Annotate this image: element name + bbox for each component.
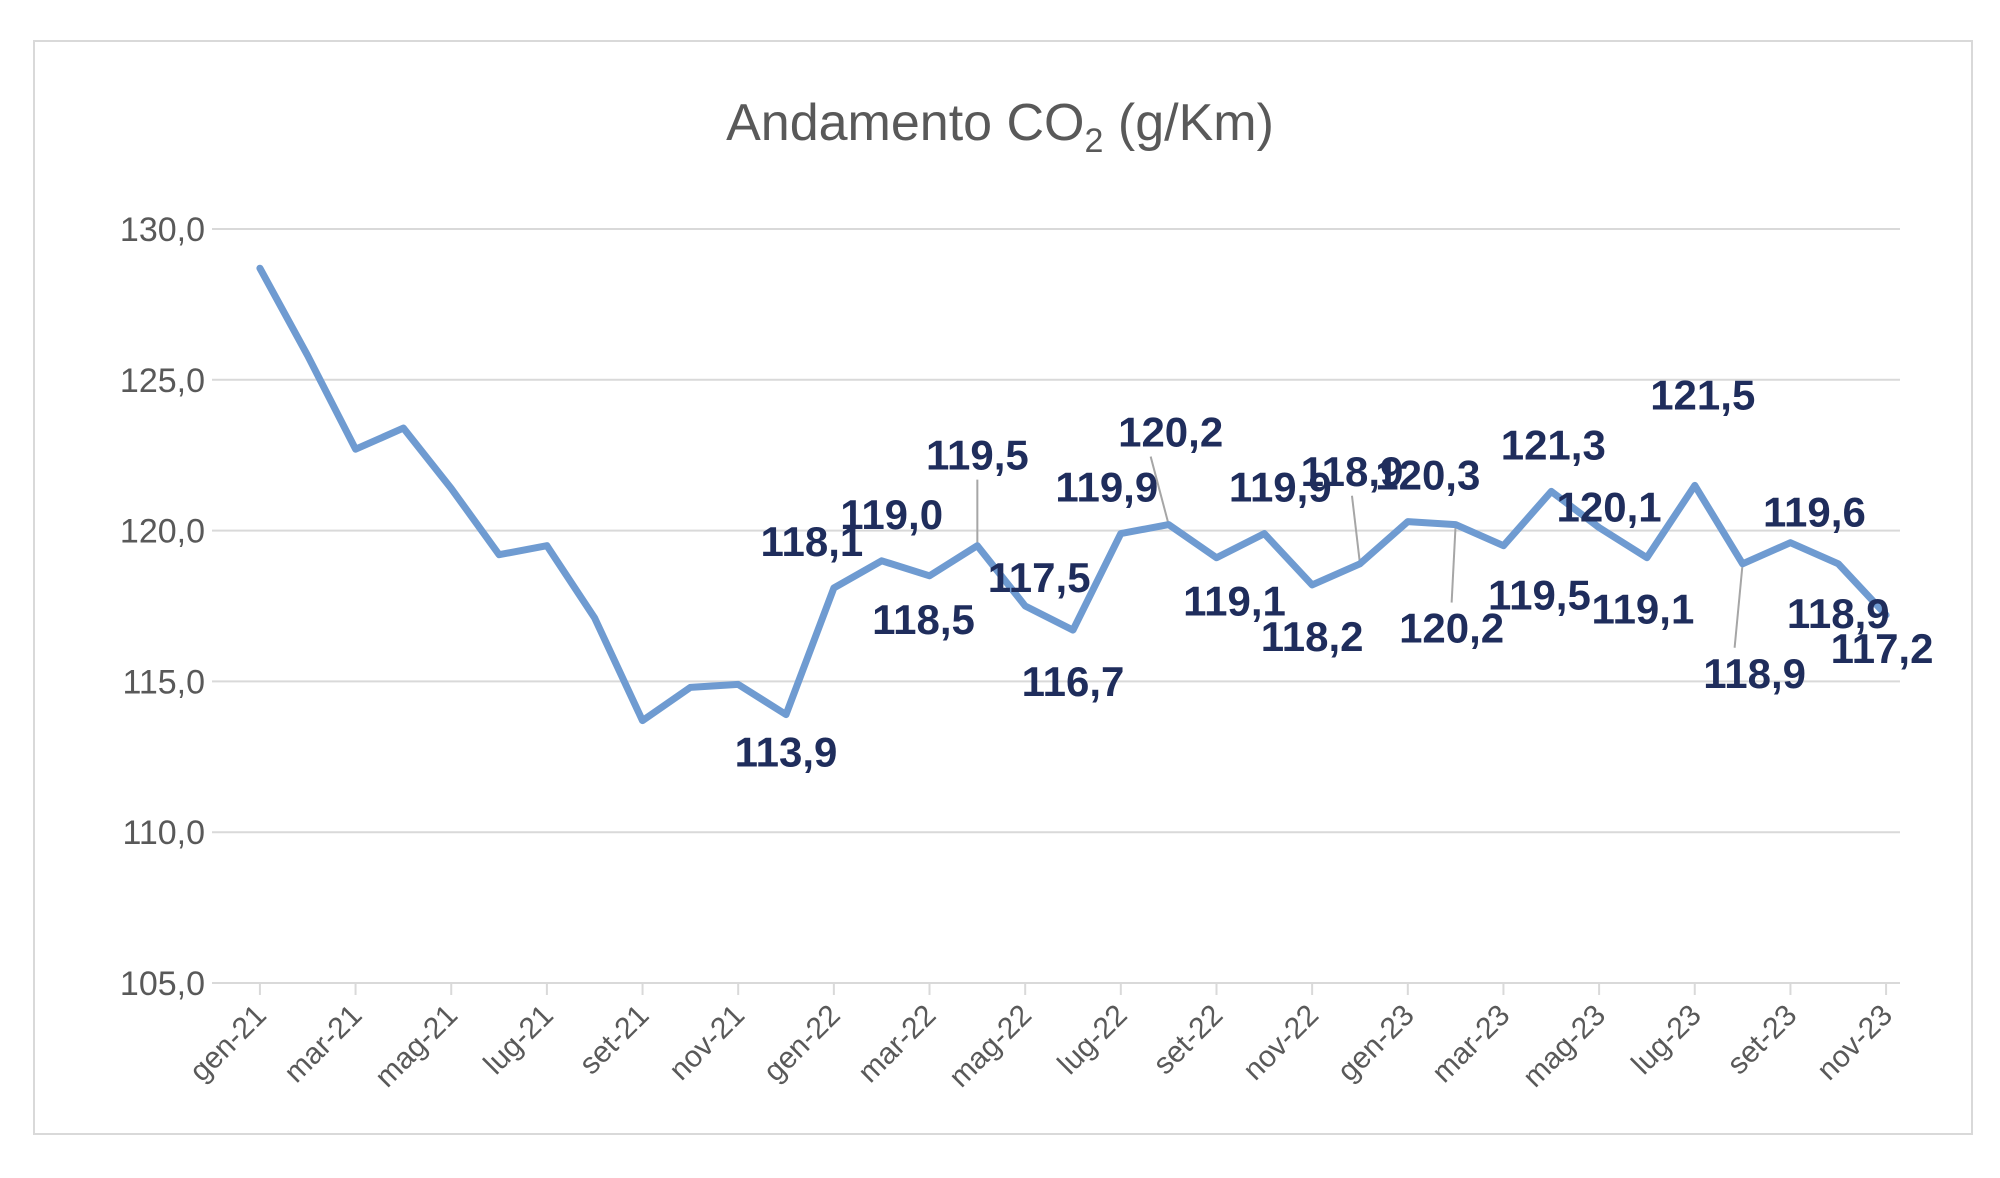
data-label: 121,5 [1650,371,1755,418]
x-tick-label: nov-22 [1237,999,1325,1087]
data-label: 119,0 [840,491,943,538]
x-tick-label: set-23 [1721,999,1803,1081]
x-tick-label: mar-21 [278,999,369,1090]
y-tick-label: 130,0 [120,211,205,249]
y-tick-label: 105,0 [120,965,205,1003]
x-axis [212,982,1900,995]
x-tick-labels: gen-21 mar-21 mag-21 lug-21 set-21 nov-21 gen-… [183,999,1899,1094]
x-tick-label: mag-23 [1517,999,1612,1094]
title-subscript: 2 [1085,122,1104,160]
data-label: 120,2 [1399,605,1504,652]
series-line [256,264,1890,725]
x-tick-label: lug-21 [478,999,560,1081]
data-label: 119,5 [926,432,1029,479]
y-tick-label: 120,0 [120,513,205,551]
x-tick-label: lug-22 [1051,999,1133,1081]
x-tick-label: gen-22 [757,999,846,1088]
x-tick-label: gen-23 [1331,999,1420,1088]
data-label: 119,5 [1488,572,1591,619]
data-label: 120,3 [1375,452,1480,499]
x-tick-label: mar-23 [1426,999,1517,1090]
data-label: 118,1 [760,518,863,565]
data-label: 120,1 [1557,484,1662,531]
x-tick-label: set-21 [573,999,655,1081]
data-label: 118,9 [1301,448,1404,495]
label-leader-lines [976,456,1744,648]
series-line-path [256,264,1890,725]
data-label: 119,1 [1592,586,1695,633]
y-tick-label: 115,0 [122,663,205,701]
label-leader-line [1450,524,1457,603]
data-label: 120,2 [1118,409,1223,456]
label-leader-line [1350,495,1361,564]
x-tick-label: nov-23 [1811,999,1899,1087]
data-label: 121,3 [1501,421,1606,468]
x-tick-label: set-22 [1147,999,1229,1081]
gridlines [212,228,1900,834]
x-tick-label: mag-21 [369,999,464,1094]
data-label: 119,1 [1183,578,1286,625]
title-unit: (g/Km) [1103,94,1273,152]
data-label: 113,9 [735,729,838,776]
data-label: 119,6 [1763,489,1866,536]
x-tick-label: mar-22 [852,999,943,1090]
chart-title: Andamento CO2 (g/Km) [726,94,1274,160]
data-label: 118,9 [1787,590,1890,637]
y-tick-labels: 105,0 110,0 115,0 120,0 125,0 130,0 [120,211,205,1003]
chart-frame [33,40,1973,1135]
x-tick-label: lug-23 [1625,999,1707,1081]
data-label: 117,2 [1831,625,1934,672]
data-label: 118,9 [1703,650,1806,697]
x-tick-label: nov-21 [663,999,751,1087]
data-label: 118,2 [1261,613,1364,660]
x-tick-label: mag-22 [943,999,1038,1094]
y-tick-label: 110,0 [122,814,205,852]
label-leader-line [1149,456,1170,525]
data-label: 117,5 [988,554,1091,601]
title-main: Andamento CO [726,94,1084,152]
data-label: 116,7 [1022,658,1125,705]
y-tick-label: 125,0 [120,362,205,400]
data-label: 119,9 [1055,464,1158,511]
label-leader-line [1733,563,1744,648]
data-label: 118,5 [872,596,975,643]
data-label: 119,9 [1229,464,1332,511]
x-tick-label: gen-21 [183,999,272,1088]
